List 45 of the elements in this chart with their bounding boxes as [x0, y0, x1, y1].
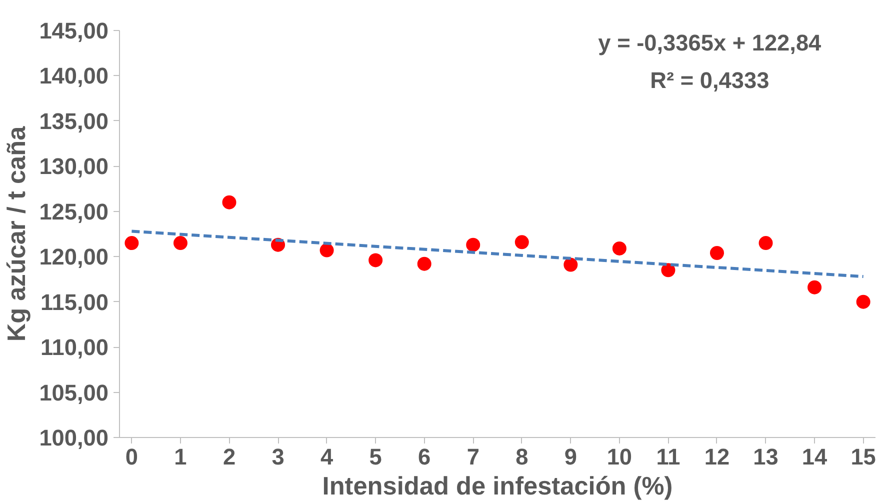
x-tick-label: 9: [564, 444, 577, 470]
point: [612, 241, 626, 256]
annotation: y = -0,3365x + 122,84: [598, 29, 822, 56]
y-tick-label: 140,00: [39, 62, 108, 89]
y-tick-label: 105,00: [39, 379, 108, 406]
x-tick-label: 10: [606, 444, 632, 470]
x-tick-label: 2: [222, 444, 236, 470]
y-tick-label: 100,00: [39, 424, 108, 450]
y-axis-title: Kg azúcar / t caña: [3, 125, 32, 342]
point: [368, 253, 383, 268]
y-tick-label: 145,00: [39, 18, 108, 44]
point: [222, 195, 236, 210]
y-tick-label: 135,00: [39, 108, 108, 134]
x-tick-label: 1: [174, 444, 187, 470]
point: [320, 243, 334, 258]
x-tick-label: 5: [369, 444, 382, 470]
point: [514, 235, 529, 250]
y-tick-label: 125,00: [39, 198, 108, 224]
annotation: R² = 0,4333: [650, 67, 770, 94]
y-tick-label: 110,00: [40, 334, 108, 360]
point: [710, 246, 724, 260]
point: [856, 294, 870, 309]
x-tick-label: 14: [802, 444, 828, 470]
point: [124, 236, 139, 250]
point: [466, 238, 480, 252]
y-tick-label: 115,00: [40, 288, 108, 315]
point: [758, 236, 773, 250]
x-tick-label: 11: [656, 444, 680, 470]
point: [173, 236, 188, 250]
point: [564, 258, 578, 272]
point: [661, 263, 676, 278]
y-tick-label: 120,00: [39, 244, 108, 270]
x-tick-label: 8: [516, 444, 528, 470]
point: [417, 256, 432, 271]
y-tick-label: 130,00: [39, 153, 108, 180]
x-tick-label: 13: [753, 444, 778, 470]
x-tick-label: 0: [125, 444, 138, 470]
point: [808, 280, 822, 294]
x-tick-label: 4: [320, 444, 334, 470]
x-tick-label: 7: [466, 444, 480, 470]
x-tick-label: 12: [704, 444, 730, 470]
x-tick-label: 6: [418, 444, 431, 470]
x-axis-title: Intensidad de infestación (%): [322, 472, 673, 500]
x-tick-label: 15: [850, 444, 876, 470]
x-tick-label: 3: [272, 444, 284, 470]
